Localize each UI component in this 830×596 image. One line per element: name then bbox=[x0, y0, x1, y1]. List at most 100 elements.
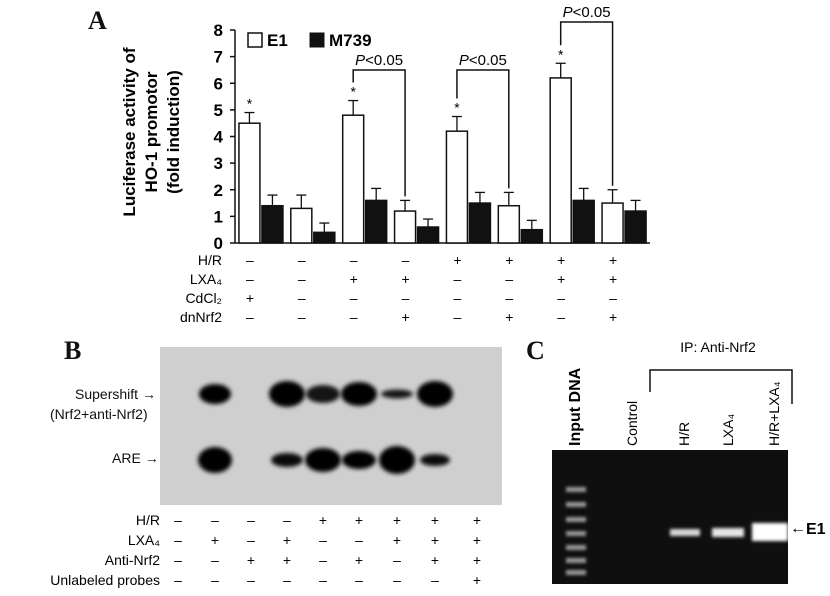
treatment-mark: + bbox=[393, 532, 401, 548]
significance-star: * bbox=[247, 96, 253, 112]
treatment-mark: – bbox=[247, 532, 255, 548]
treatment-mark: – bbox=[174, 512, 182, 528]
significance-brackets: P<0.05 P<0.05 P<0.05 bbox=[352, 4, 614, 197]
treatment-mark: – bbox=[557, 309, 565, 325]
treatment-mark: – bbox=[298, 271, 306, 287]
y-tick-label: 4 bbox=[214, 128, 224, 147]
treatment-mark: + bbox=[609, 252, 617, 268]
y-axis-label: Luciferase activity of HO-1 promotor (fo… bbox=[120, 47, 183, 216]
treatment-mark: + bbox=[355, 512, 363, 528]
treatment-mark: + bbox=[283, 552, 291, 568]
chip-gel-background bbox=[552, 450, 788, 584]
significance-bracket bbox=[456, 69, 510, 189]
emsa-bands bbox=[198, 381, 453, 474]
treatment-mark: – bbox=[246, 309, 254, 325]
treatment-mark: – bbox=[402, 252, 410, 268]
supershift-band bbox=[269, 381, 305, 407]
treatment-mark: – bbox=[393, 552, 401, 568]
treatment-mark: – bbox=[505, 271, 513, 287]
treatment-mark: – bbox=[355, 532, 363, 548]
treatment-mark: + bbox=[393, 512, 401, 528]
bar-e1 bbox=[341, 114, 365, 244]
supershift-band bbox=[199, 384, 231, 404]
y-tick-label: 3 bbox=[214, 154, 223, 173]
lane-label: H/R+LXA₄ bbox=[766, 381, 782, 446]
treatment-mark: + bbox=[557, 252, 565, 268]
chip-band-h-r-lxa4 bbox=[752, 523, 788, 541]
treatment-mark: – bbox=[402, 290, 410, 306]
treatment-mark: + bbox=[431, 552, 439, 568]
supershift-arrow-icon: → bbox=[141, 386, 156, 402]
treatment-mark: – bbox=[355, 572, 363, 588]
supershift-text: Supershift bbox=[75, 386, 139, 402]
y-tick-label: 1 bbox=[214, 207, 223, 226]
y-axis-label-line-1: Luciferase activity of bbox=[120, 47, 139, 216]
treatment-mark: + bbox=[401, 309, 409, 325]
treatment-mark: – bbox=[211, 512, 219, 528]
chart-axes: 0 1 2 3 4 5 6 7 8 bbox=[214, 21, 650, 253]
treatment-mark: + bbox=[473, 552, 481, 568]
bar-e1 bbox=[238, 122, 261, 244]
panel-b-letter: B bbox=[64, 336, 82, 365]
are-band bbox=[379, 446, 415, 474]
bar-e1 bbox=[393, 210, 417, 244]
y-tick-label: 6 bbox=[214, 74, 223, 93]
treatment-mark: – bbox=[283, 572, 291, 588]
treatment-mark: – bbox=[505, 290, 513, 306]
bar-m739 bbox=[313, 231, 336, 244]
are-band bbox=[271, 453, 303, 467]
bar-m739 bbox=[572, 199, 595, 244]
treatment-mark: – bbox=[211, 552, 219, 568]
treatment-mark: + bbox=[473, 512, 481, 528]
lane-labels: Input DNA Control H/R LXA₄ H/R+LXA₄ bbox=[567, 367, 782, 446]
treatment-mark: + bbox=[319, 512, 327, 528]
treatment-mark: + bbox=[247, 552, 255, 568]
legend-swatch-e1 bbox=[247, 32, 263, 48]
treatment-mark: – bbox=[431, 572, 439, 588]
are-text: ARE bbox=[112, 450, 141, 466]
treatment-mark: + bbox=[283, 532, 291, 548]
bar-e1 bbox=[601, 202, 624, 244]
e1-band-label: ← E1 bbox=[790, 520, 826, 538]
supershift-band bbox=[417, 381, 453, 407]
treatment-mark: – bbox=[174, 552, 182, 568]
treatment-mark: – bbox=[454, 290, 462, 306]
e1-arrow-icon: ← bbox=[790, 520, 806, 537]
treatment-mark: – bbox=[319, 532, 327, 548]
supershift-band bbox=[306, 385, 340, 403]
significance-bracket bbox=[559, 21, 614, 186]
ip-bracket bbox=[649, 369, 793, 404]
treatment-mark: + bbox=[453, 252, 461, 268]
treatment-mark: + bbox=[431, 532, 439, 548]
treatment-mark: – bbox=[393, 572, 401, 588]
chart-bars: * * * * bbox=[238, 46, 647, 244]
treatment-mark: + bbox=[211, 532, 219, 548]
ladder-band bbox=[566, 570, 586, 575]
treatment-mark: – bbox=[319, 552, 327, 568]
treatment-mark: – bbox=[454, 309, 462, 325]
ladder-band bbox=[566, 558, 586, 563]
bar-m739 bbox=[416, 226, 440, 244]
treatment-mark: – bbox=[283, 512, 291, 528]
treatment-mark: + bbox=[401, 271, 409, 287]
chip-band-h-r bbox=[670, 529, 700, 536]
are-band bbox=[305, 448, 341, 472]
significance-star: * bbox=[558, 46, 564, 62]
ladder-band bbox=[566, 531, 586, 536]
bar-m739 bbox=[261, 204, 284, 244]
bar-e1 bbox=[290, 207, 313, 244]
panel-a-bar-chart: Luciferase activity of HO-1 promotor (fo… bbox=[120, 4, 650, 325]
y-tick-label: 8 bbox=[214, 21, 223, 40]
y-tick-label: 5 bbox=[214, 101, 223, 120]
treatment-mark: + bbox=[350, 271, 358, 287]
ladder-band bbox=[566, 517, 586, 522]
treatment-table-b: H/R – – – – + + + + +LXA₄ – + – + – – + + +Anti-Nrf2– – + + – +… bbox=[50, 512, 481, 588]
ladder-band bbox=[566, 502, 586, 507]
supershift-sublabel: (Nrf2+anti-Nrf2) bbox=[50, 406, 148, 422]
significance-star: * bbox=[454, 100, 460, 116]
treatment-mark: + bbox=[355, 552, 363, 568]
supershift-band bbox=[381, 389, 413, 399]
treatment-mark: + bbox=[505, 252, 513, 268]
bar-e1 bbox=[497, 204, 521, 244]
treatment-mark: – bbox=[246, 271, 254, 287]
